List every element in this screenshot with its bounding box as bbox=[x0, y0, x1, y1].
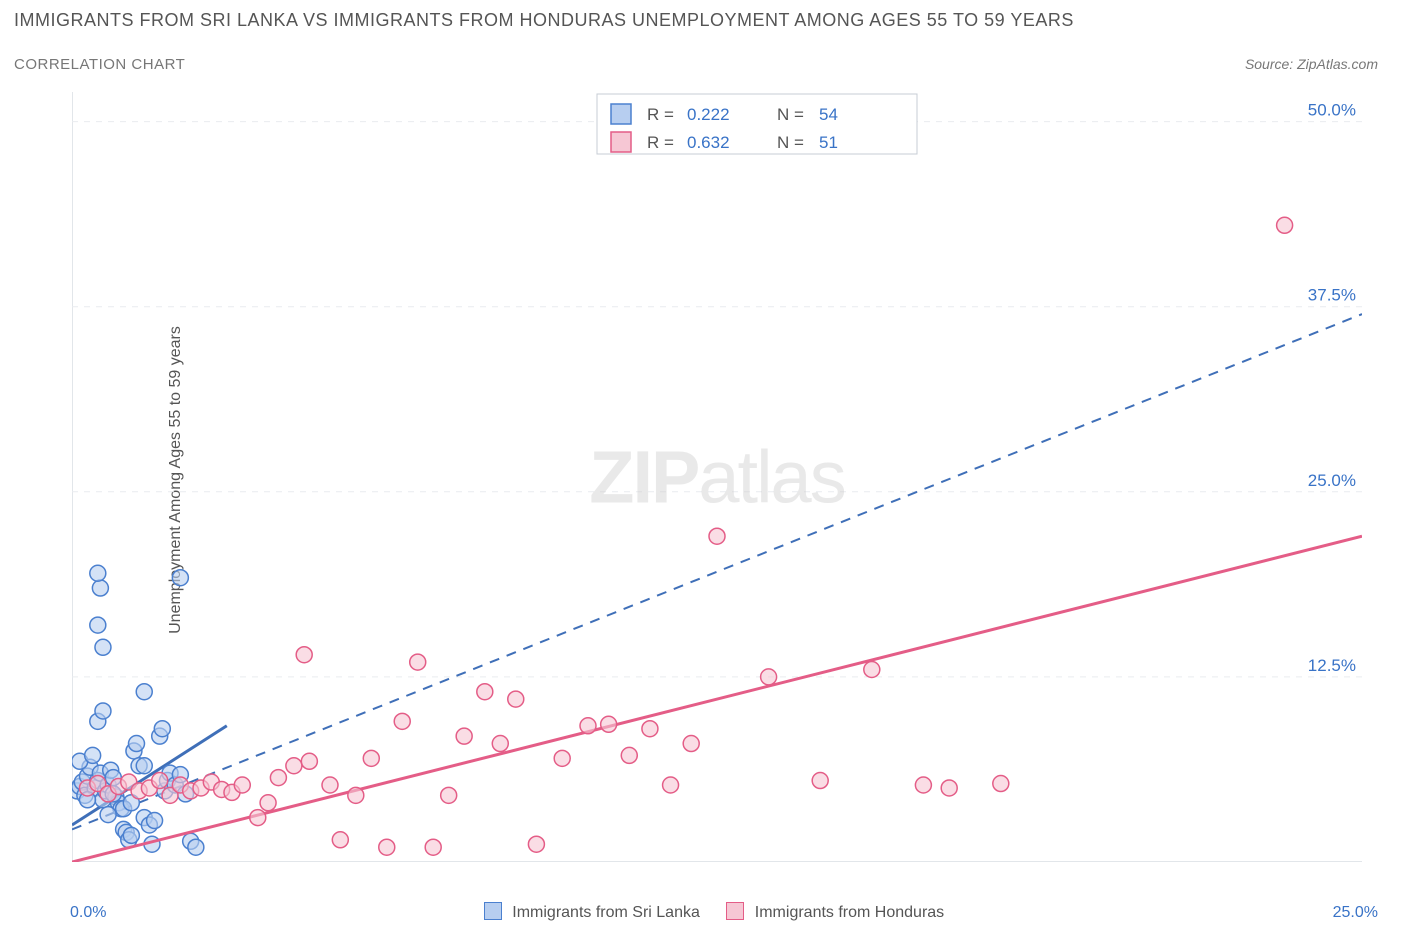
legend-label-sri-lanka: Immigrants from Sri Lanka bbox=[512, 904, 700, 921]
chart-title: IMMIGRANTS FROM SRI LANKA VS IMMIGRANTS … bbox=[14, 10, 1074, 31]
svg-text:0.222: 0.222 bbox=[687, 105, 730, 124]
legend-label-honduras: Immigrants from Honduras bbox=[755, 904, 944, 921]
svg-text:N =: N = bbox=[777, 105, 804, 124]
legend-swatch-honduras bbox=[726, 902, 744, 920]
svg-text:37.5%: 37.5% bbox=[1308, 286, 1356, 305]
scatter-chart: 12.5% 25.0% 37.5% 50.0% R = 0.222 N = 54 R = 0.63… bbox=[72, 92, 1362, 862]
svg-text:12.5%: 12.5% bbox=[1308, 656, 1356, 675]
svg-text:25.0%: 25.0% bbox=[1308, 471, 1356, 490]
chart-subtitle: CORRELATION CHART bbox=[14, 56, 185, 73]
legend-swatch-sri-lanka bbox=[484, 902, 502, 920]
source-attribution: Source: ZipAtlas.com bbox=[1245, 56, 1378, 72]
svg-text:54: 54 bbox=[819, 105, 838, 124]
svg-text:R =: R = bbox=[647, 105, 674, 124]
svg-text:R =: R = bbox=[647, 133, 674, 152]
svg-text:0.632: 0.632 bbox=[687, 133, 730, 152]
svg-text:51: 51 bbox=[819, 133, 838, 152]
svg-text:N =: N = bbox=[777, 133, 804, 152]
series-legend: Immigrants from Sri Lanka Immigrants fro… bbox=[0, 902, 1406, 922]
svg-text:50.0%: 50.0% bbox=[1308, 101, 1356, 120]
